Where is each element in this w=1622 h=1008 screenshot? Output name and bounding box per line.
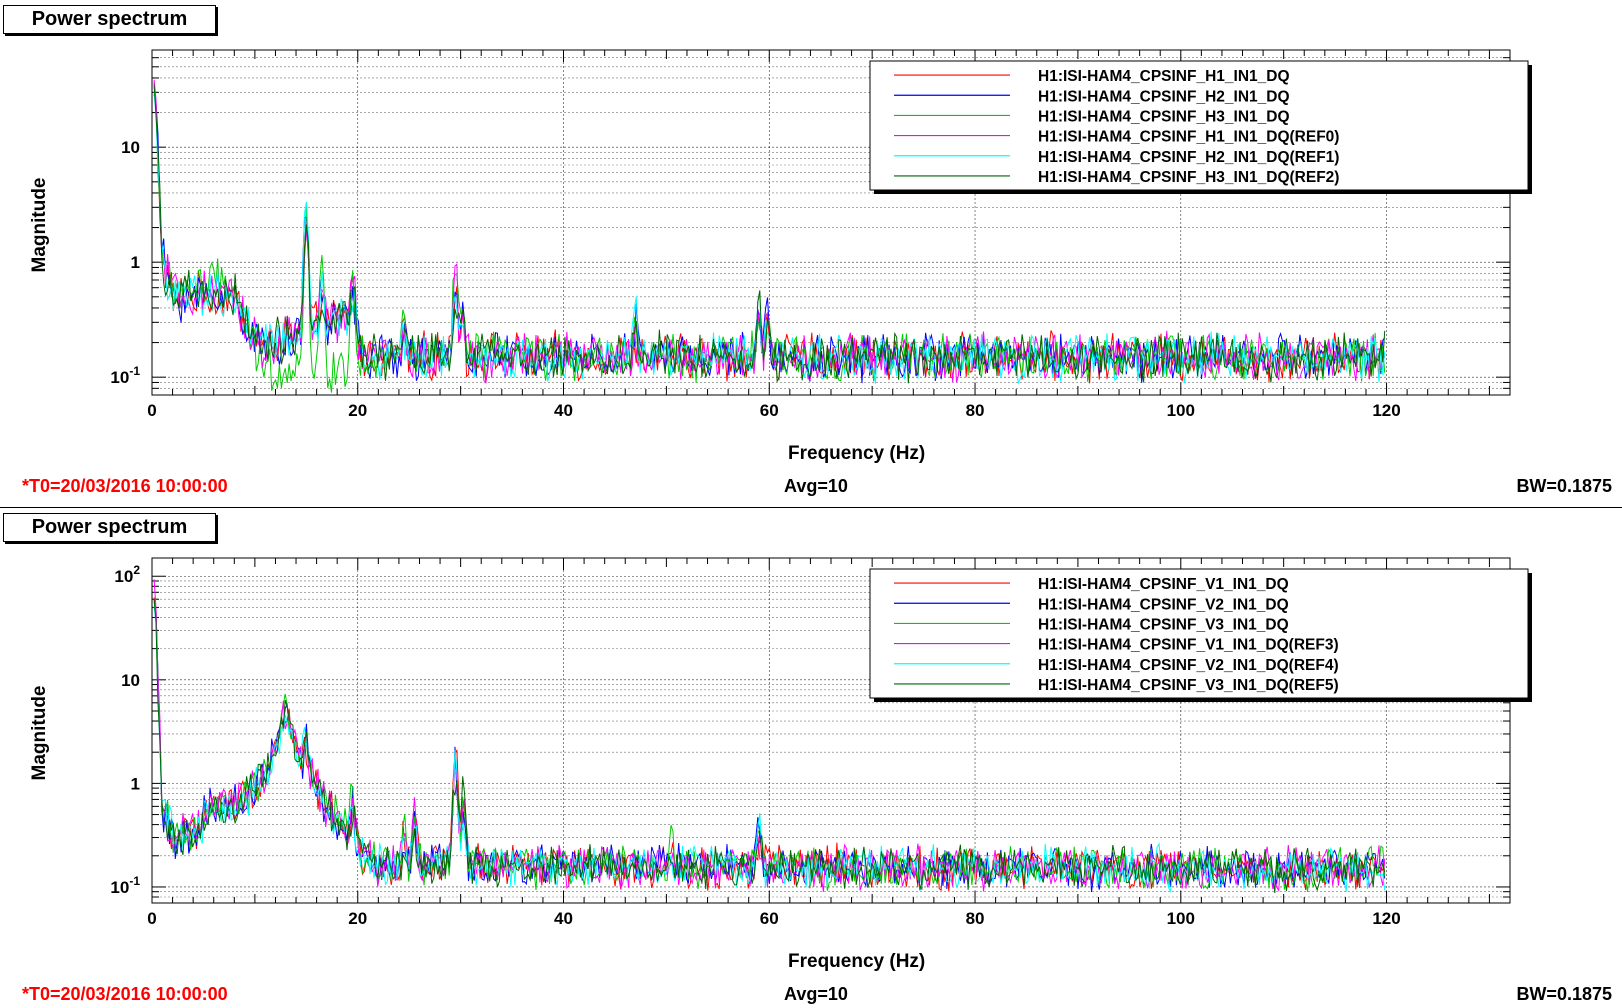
legend-label: H1:ISI-HAM4_CPSINF_H3_IN1_DQ(REF2) <box>1038 169 1339 186</box>
panel-title: Power spectrum <box>3 5 216 34</box>
averages-count: Avg=10 <box>784 476 848 496</box>
legend: H1:ISI-HAM4_CPSINF_H1_IN1_DQ H1:ISI-HAM4_… <box>869 60 1532 194</box>
x-tick-label: 0 <box>147 401 156 420</box>
series-line <box>153 87 1386 393</box>
legend-label: H1:ISI-HAM4_CPSINF_V2_IN1_DQ <box>1038 596 1289 613</box>
y-tick-label: 10-1 <box>110 874 140 897</box>
x-tick-label: 100 <box>1167 909 1195 928</box>
x-tick-label: 120 <box>1372 909 1400 928</box>
legend-box <box>869 60 1529 191</box>
y-axis-label: Magnitude <box>29 685 50 781</box>
x-tick-label: 20 <box>348 401 367 420</box>
series-line <box>153 579 1386 892</box>
spectrum-chart-horizontal[interactable]: 0 20 40 60 80 100 120 10-1 1 10 H1:ISI-HAM4_CPSINF… <box>0 0 1622 507</box>
y-tick-label: 10 <box>121 138 140 157</box>
bandwidth-value: BW=0.1875 <box>1516 984 1612 1004</box>
series-line <box>153 84 1386 384</box>
y-tick-label: 10-1 <box>110 364 140 387</box>
series-traces <box>153 579 1386 893</box>
series-line <box>153 606 1386 893</box>
y-tick-label: 102 <box>114 563 140 586</box>
y-tick-label: 1 <box>131 253 140 272</box>
x-tick-label: 20 <box>348 909 367 928</box>
legend: H1:ISI-HAM4_CPSINF_V1_IN1_DQ H1:ISI-HAM4_… <box>869 568 1532 702</box>
panel-title: Power spectrum <box>3 513 216 542</box>
x-tick-label: 60 <box>760 401 779 420</box>
x-axis-label: Frequency (Hz) <box>788 951 926 972</box>
t0-timestamp: *T0=20/03/2016 10:00:00 <box>22 476 228 496</box>
grid <box>151 49 1511 396</box>
legend-label: H1:ISI-HAM4_CPSINF_H1_IN1_DQ(REF0) <box>1038 129 1339 146</box>
series-traces <box>153 79 1386 393</box>
legend-label: H1:ISI-HAM4_CPSINF_H2_IN1_DQ(REF1) <box>1038 149 1339 166</box>
x-tick-label: 60 <box>760 909 779 928</box>
spectrum-chart-vertical[interactable]: 0 20 40 60 80 100 120 10-1 1 10 102 H1:ISI-HAM4_CPS… <box>0 508 1622 1008</box>
t0-timestamp: *T0=20/03/2016 10:00:00 <box>22 984 228 1004</box>
legend-label: H1:ISI-HAM4_CPSINF_V1_IN1_DQ(REF3) <box>1038 637 1339 654</box>
averages-count: Avg=10 <box>784 984 848 1004</box>
y-axis-label: Magnitude <box>29 177 50 273</box>
bandwidth-value: BW=0.1875 <box>1516 476 1612 496</box>
x-tick-label: 0 <box>147 909 156 928</box>
legend-box <box>869 568 1529 699</box>
x-tick-label: 120 <box>1372 401 1400 420</box>
x-axis-label: Frequency (Hz) <box>788 443 926 464</box>
legend-label: H1:ISI-HAM4_CPSINF_V3_IN1_DQ(REF5) <box>1038 677 1339 694</box>
legend-label: H1:ISI-HAM4_CPSINF_H3_IN1_DQ <box>1038 108 1290 125</box>
power-spectrum-panel-top: Power spectrum 0 20 40 60 80 100 120 10-1 1 10 H1:… <box>0 0 1622 507</box>
legend-label: H1:ISI-HAM4_CPSINF_H2_IN1_DQ <box>1038 88 1290 105</box>
x-tick-label: 100 <box>1167 401 1195 420</box>
power-spectrum-panel-bottom: Power spectrum 0 20 40 60 80 100 120 10-1 1 10 102… <box>0 507 1622 1008</box>
y-tick-label: 10 <box>121 671 140 690</box>
legend-label: H1:ISI-HAM4_CPSINF_V2_IN1_DQ(REF4) <box>1038 657 1339 674</box>
x-tick-label: 80 <box>966 909 985 928</box>
legend-label: H1:ISI-HAM4_CPSINF_V3_IN1_DQ <box>1038 616 1289 633</box>
legend-label: H1:ISI-HAM4_CPSINF_V1_IN1_DQ <box>1038 576 1289 593</box>
x-tick-label: 40 <box>554 401 573 420</box>
x-tick-label: 40 <box>554 909 573 928</box>
series-line <box>153 599 1386 893</box>
legend-label: H1:ISI-HAM4_CPSINF_H1_IN1_DQ <box>1038 68 1290 85</box>
y-tick-label: 1 <box>131 774 140 793</box>
x-tick-label: 80 <box>966 401 985 420</box>
